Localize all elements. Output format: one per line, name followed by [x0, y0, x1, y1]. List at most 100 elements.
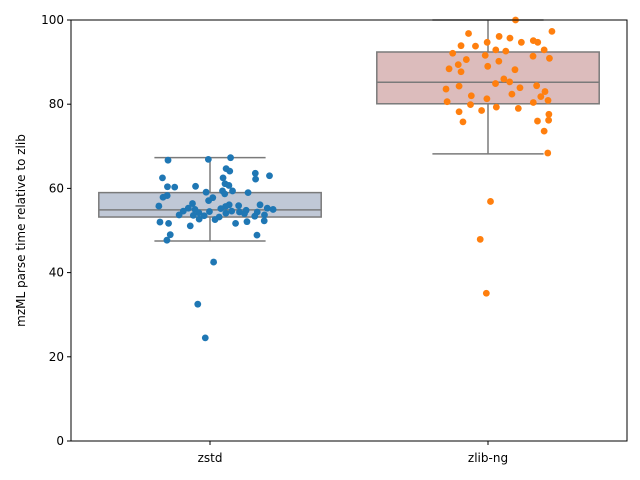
data-point [186, 222, 194, 230]
y-axis-label: mzML parse time relative to zlib [14, 134, 28, 327]
data-point [269, 206, 277, 213]
y-tick-label: 0 [56, 434, 64, 448]
data-point [449, 49, 457, 57]
data-point [455, 82, 463, 90]
y-tick-label: 100 [41, 13, 64, 27]
x-tick-label: zlib-ng [468, 451, 508, 465]
data-point [195, 215, 203, 223]
data-point [545, 110, 553, 118]
data-point [252, 175, 259, 183]
data-point [514, 105, 522, 112]
data-point [205, 197, 213, 205]
data-point [159, 174, 166, 182]
data-point [506, 34, 514, 42]
data-point [244, 189, 252, 197]
data-point [534, 117, 541, 125]
data-point [472, 42, 479, 50]
data-point [482, 289, 490, 297]
data-point [251, 169, 259, 177]
data-point [534, 38, 542, 46]
plot-area [98, 16, 600, 342]
data-point [204, 155, 212, 163]
data-point [206, 208, 213, 215]
data-point [544, 97, 552, 104]
data-point [219, 174, 227, 182]
data-point [455, 108, 463, 116]
data-point [261, 211, 268, 219]
data-point [189, 200, 196, 207]
box-group-zlib-ng [376, 16, 600, 297]
data-point [492, 80, 499, 87]
data-point [165, 219, 172, 227]
x-tick-label: zstd [198, 451, 223, 465]
data-point [228, 207, 236, 215]
data-point [492, 103, 500, 111]
data-point [171, 183, 179, 191]
data-point [192, 182, 199, 190]
data-point [266, 172, 273, 180]
data-point [229, 187, 236, 195]
data-point [184, 204, 192, 212]
data-point [506, 78, 514, 86]
data-point [516, 84, 524, 92]
data-point [484, 62, 492, 70]
data-point [529, 52, 537, 60]
data-point [211, 216, 219, 223]
data-point [194, 300, 202, 308]
data-point [241, 210, 248, 218]
data-point [462, 56, 470, 63]
data-point [454, 61, 462, 69]
data-point [222, 165, 230, 173]
data-point [225, 182, 233, 189]
data-point [529, 99, 537, 106]
data-point [500, 75, 508, 83]
data-point [164, 156, 172, 164]
y-tick-label: 60 [49, 181, 64, 195]
data-point [195, 209, 203, 217]
data-point [443, 98, 451, 106]
data-point [235, 202, 243, 210]
data-point [202, 188, 210, 196]
data-point [159, 193, 167, 201]
data-point [540, 46, 548, 54]
data-point [487, 198, 494, 205]
data-point [256, 201, 264, 209]
data-point [442, 85, 450, 93]
data-point [481, 51, 489, 59]
data-point [253, 231, 261, 239]
data-point [189, 211, 197, 219]
data-point [483, 38, 491, 46]
data-point [502, 47, 510, 55]
data-point [227, 154, 234, 162]
data-point [467, 101, 474, 109]
data-point [545, 116, 553, 124]
data-point [457, 42, 465, 50]
data-point [155, 202, 163, 210]
data-point [217, 205, 225, 213]
data-point [492, 46, 500, 54]
data-point [260, 217, 268, 225]
data-point [495, 33, 503, 40]
data-point [163, 236, 171, 244]
data-point [200, 212, 208, 220]
data-point [495, 57, 503, 65]
data-point [483, 95, 491, 103]
box [376, 51, 600, 105]
data-point [511, 66, 519, 74]
data-point [263, 204, 271, 212]
data-point [508, 90, 516, 98]
data-point [459, 118, 467, 126]
data-point [251, 212, 259, 220]
data-point [533, 82, 541, 90]
data-point [541, 88, 549, 95]
data-point [210, 258, 218, 266]
data-point [243, 218, 251, 226]
data-point [175, 211, 183, 219]
data-point [164, 183, 171, 191]
y-tick-label: 80 [49, 97, 64, 111]
data-point [537, 93, 545, 101]
data-point [445, 65, 453, 73]
axes-frame [70, 19, 628, 442]
box-group-zstd [98, 154, 322, 342]
data-point [546, 54, 553, 62]
